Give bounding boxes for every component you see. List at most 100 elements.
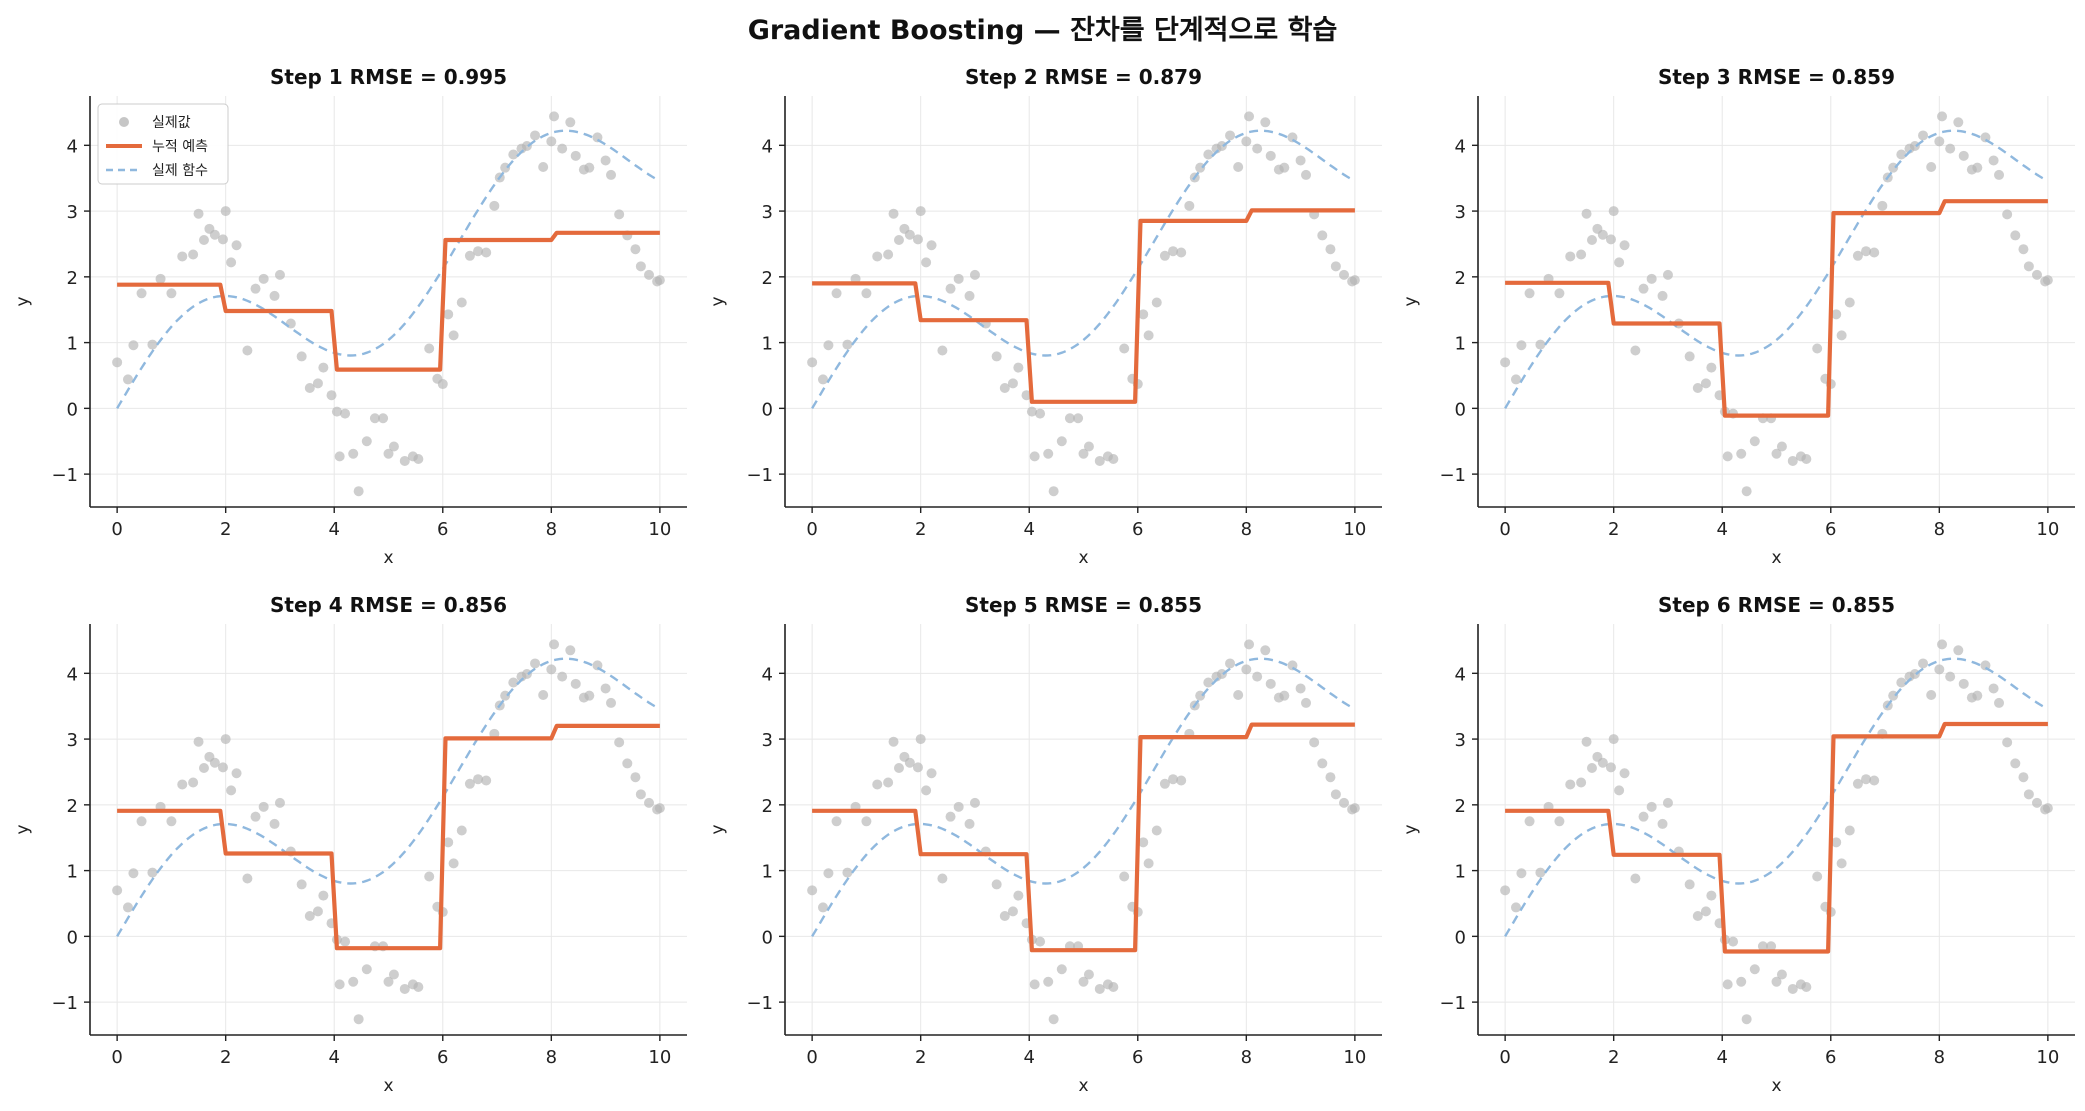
- data-point: [1776, 969, 1787, 980]
- data-point: [1233, 690, 1244, 701]
- data-point: [2010, 230, 2021, 241]
- x-tick-label: 6: [1825, 1047, 1836, 1068]
- data-point: [2023, 789, 2034, 800]
- x-tick-label: 2: [915, 1047, 926, 1068]
- data-point: [217, 234, 228, 245]
- data-point: [340, 936, 351, 947]
- data-point: [549, 639, 560, 650]
- data-point: [1945, 671, 1956, 682]
- data-point: [2018, 772, 2029, 783]
- data-point: [921, 257, 932, 268]
- data-point: [1168, 246, 1179, 257]
- true-function-line: [811, 657, 1356, 938]
- data-point: [1877, 200, 1888, 211]
- data-point: [1972, 162, 1983, 173]
- data-point: [1168, 774, 1179, 785]
- y-tick-label: 1: [762, 862, 773, 883]
- data-point: [1143, 330, 1154, 341]
- data-point: [1056, 436, 1067, 447]
- data-point: [258, 273, 269, 284]
- data-point: [570, 678, 581, 689]
- data-point: [1581, 736, 1592, 747]
- data-point: [546, 664, 557, 675]
- y-tick-label: −1: [51, 465, 78, 486]
- y-tick-label: 2: [1455, 796, 1466, 817]
- subplot-title: Step 5 RMSE = 0.855: [965, 593, 1202, 617]
- data-point: [953, 273, 964, 284]
- data-point: [1216, 668, 1227, 679]
- data-point: [378, 413, 389, 424]
- data-point: [1260, 117, 1271, 128]
- data-point: [937, 345, 948, 356]
- data-point: [481, 247, 492, 258]
- data-point: [546, 136, 557, 147]
- data-point: [1692, 382, 1703, 393]
- data-point: [312, 378, 323, 389]
- data-point: [473, 774, 484, 785]
- data-point: [1554, 816, 1565, 827]
- data-point: [565, 645, 576, 656]
- legend-label: 실제값: [152, 115, 191, 131]
- data-point: [1151, 297, 1162, 308]
- data-point: [1252, 671, 1263, 682]
- subplot-title: Step 1 RMSE = 0.995: [270, 65, 507, 89]
- data-point: [269, 818, 280, 829]
- subplot-title: Step 6 RMSE = 0.855: [1658, 593, 1895, 617]
- actual-points: [807, 639, 1360, 1025]
- y-tick-label: 2: [762, 268, 773, 289]
- data-point: [334, 451, 345, 462]
- data-point: [1787, 983, 1798, 994]
- y-tick-label: 3: [1455, 202, 1466, 223]
- data-point: [269, 290, 280, 301]
- data-point: [584, 162, 595, 173]
- data-point: [964, 818, 975, 829]
- x-tick-label: 10: [648, 1047, 671, 1068]
- x-tick-label: 4: [1717, 1047, 1728, 1068]
- data-point: [888, 736, 899, 747]
- data-point: [1244, 111, 1255, 122]
- data-point: [1614, 257, 1625, 268]
- data-point: [1909, 140, 1920, 151]
- x-tick-label: 0: [1499, 519, 1510, 540]
- prediction-line: [1505, 721, 2048, 954]
- x-tick-label: 0: [1499, 1047, 1510, 1068]
- data-point: [1619, 240, 1630, 251]
- data-point: [1565, 779, 1576, 790]
- data-point: [217, 762, 228, 773]
- data-point: [823, 340, 834, 351]
- data-point: [1013, 362, 1024, 373]
- data-point: [538, 162, 549, 173]
- data-point: [296, 351, 307, 362]
- data-point: [1926, 690, 1937, 701]
- x-tick-label: 2: [220, 519, 231, 540]
- data-point: [1662, 797, 1673, 808]
- x-axis-label: x: [383, 548, 393, 568]
- data-point: [1330, 261, 1341, 272]
- data-point: [622, 758, 633, 769]
- data-point: [1159, 778, 1170, 789]
- data-point: [953, 801, 964, 812]
- data-point: [644, 797, 655, 808]
- data-point: [600, 155, 611, 166]
- data-point: [1349, 803, 1360, 814]
- data-point: [1684, 351, 1695, 362]
- data-point: [1279, 162, 1290, 173]
- data-point: [1216, 140, 1227, 151]
- x-tick-label: 4: [1024, 519, 1035, 540]
- data-point: [1994, 169, 2005, 180]
- data-point: [606, 169, 617, 180]
- y-tick-label: 4: [762, 136, 773, 157]
- x-tick-label: 0: [111, 1047, 122, 1068]
- true-function-line: [1504, 129, 2049, 410]
- data-point: [1597, 757, 1608, 768]
- data-point: [584, 690, 595, 701]
- prediction-line: [117, 723, 660, 951]
- data-point: [1138, 309, 1149, 320]
- data-point: [1029, 979, 1040, 990]
- data-point: [369, 413, 380, 424]
- true-function-line: [1504, 657, 2049, 938]
- data-point: [1953, 645, 1964, 656]
- x-tick-label: 0: [806, 519, 817, 540]
- data-point: [128, 340, 139, 351]
- y-tick-label: 1: [67, 334, 78, 355]
